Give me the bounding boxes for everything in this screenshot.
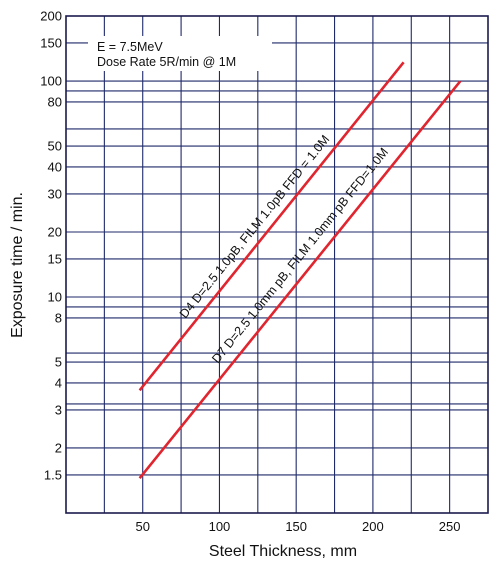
y-tick-label: 40 bbox=[48, 159, 62, 174]
annotation-box: E = 7.5MeV Dose Rate 5R/min @ 1M bbox=[88, 36, 272, 71]
y-tick-label: 4 bbox=[55, 375, 62, 390]
y-tick-label: 8 bbox=[55, 310, 62, 325]
y-tick-label: 30 bbox=[48, 186, 62, 201]
annotation-dose-rate: Dose Rate 5R/min @ 1M bbox=[97, 55, 236, 69]
y-tick-label: 2 bbox=[55, 440, 62, 455]
y-tick-label: 20 bbox=[48, 224, 62, 239]
x-tick-label: 150 bbox=[285, 519, 307, 534]
series-line bbox=[138, 80, 462, 479]
y-tick-label: 200 bbox=[40, 9, 62, 24]
grid bbox=[66, 15, 488, 513]
y-axis-title: Exposure time / min. bbox=[9, 192, 26, 338]
y-tick-label: 1.5 bbox=[44, 467, 62, 482]
y-tick-label: 10 bbox=[48, 290, 62, 305]
plot-frame bbox=[65, 15, 489, 514]
y-tick-label: 80 bbox=[48, 94, 62, 109]
y-tick-label: 100 bbox=[40, 74, 62, 89]
x-axis-title: Steel Thickness, mm bbox=[209, 543, 357, 560]
x-tick-label: 200 bbox=[362, 519, 384, 534]
y-tick-label: 50 bbox=[48, 139, 62, 154]
y-tick-labels: 1.5 2 3 4 5 8 10 15 20 30 40 50 80 100 150 200 bbox=[40, 9, 62, 483]
annotation-energy: E = 7.5MeV bbox=[97, 40, 163, 54]
x-tick-labels: 50 100 150 200 250 bbox=[135, 519, 460, 534]
y-tick-label: 5 bbox=[55, 355, 62, 370]
series-lines bbox=[138, 61, 462, 479]
y-tick-label: 150 bbox=[40, 35, 62, 50]
x-tick-label: 250 bbox=[439, 519, 461, 534]
y-tick-label: 3 bbox=[55, 402, 62, 417]
series-label: D4 D=2.5 1.0pB, FILM 1.0pB FFD = 1.0M bbox=[177, 132, 333, 320]
x-tick-label: 50 bbox=[135, 519, 149, 534]
y-tick-label: 15 bbox=[48, 251, 62, 266]
annotation-background bbox=[88, 36, 272, 71]
x-tick-label: 100 bbox=[209, 519, 231, 534]
series-line bbox=[138, 61, 405, 392]
